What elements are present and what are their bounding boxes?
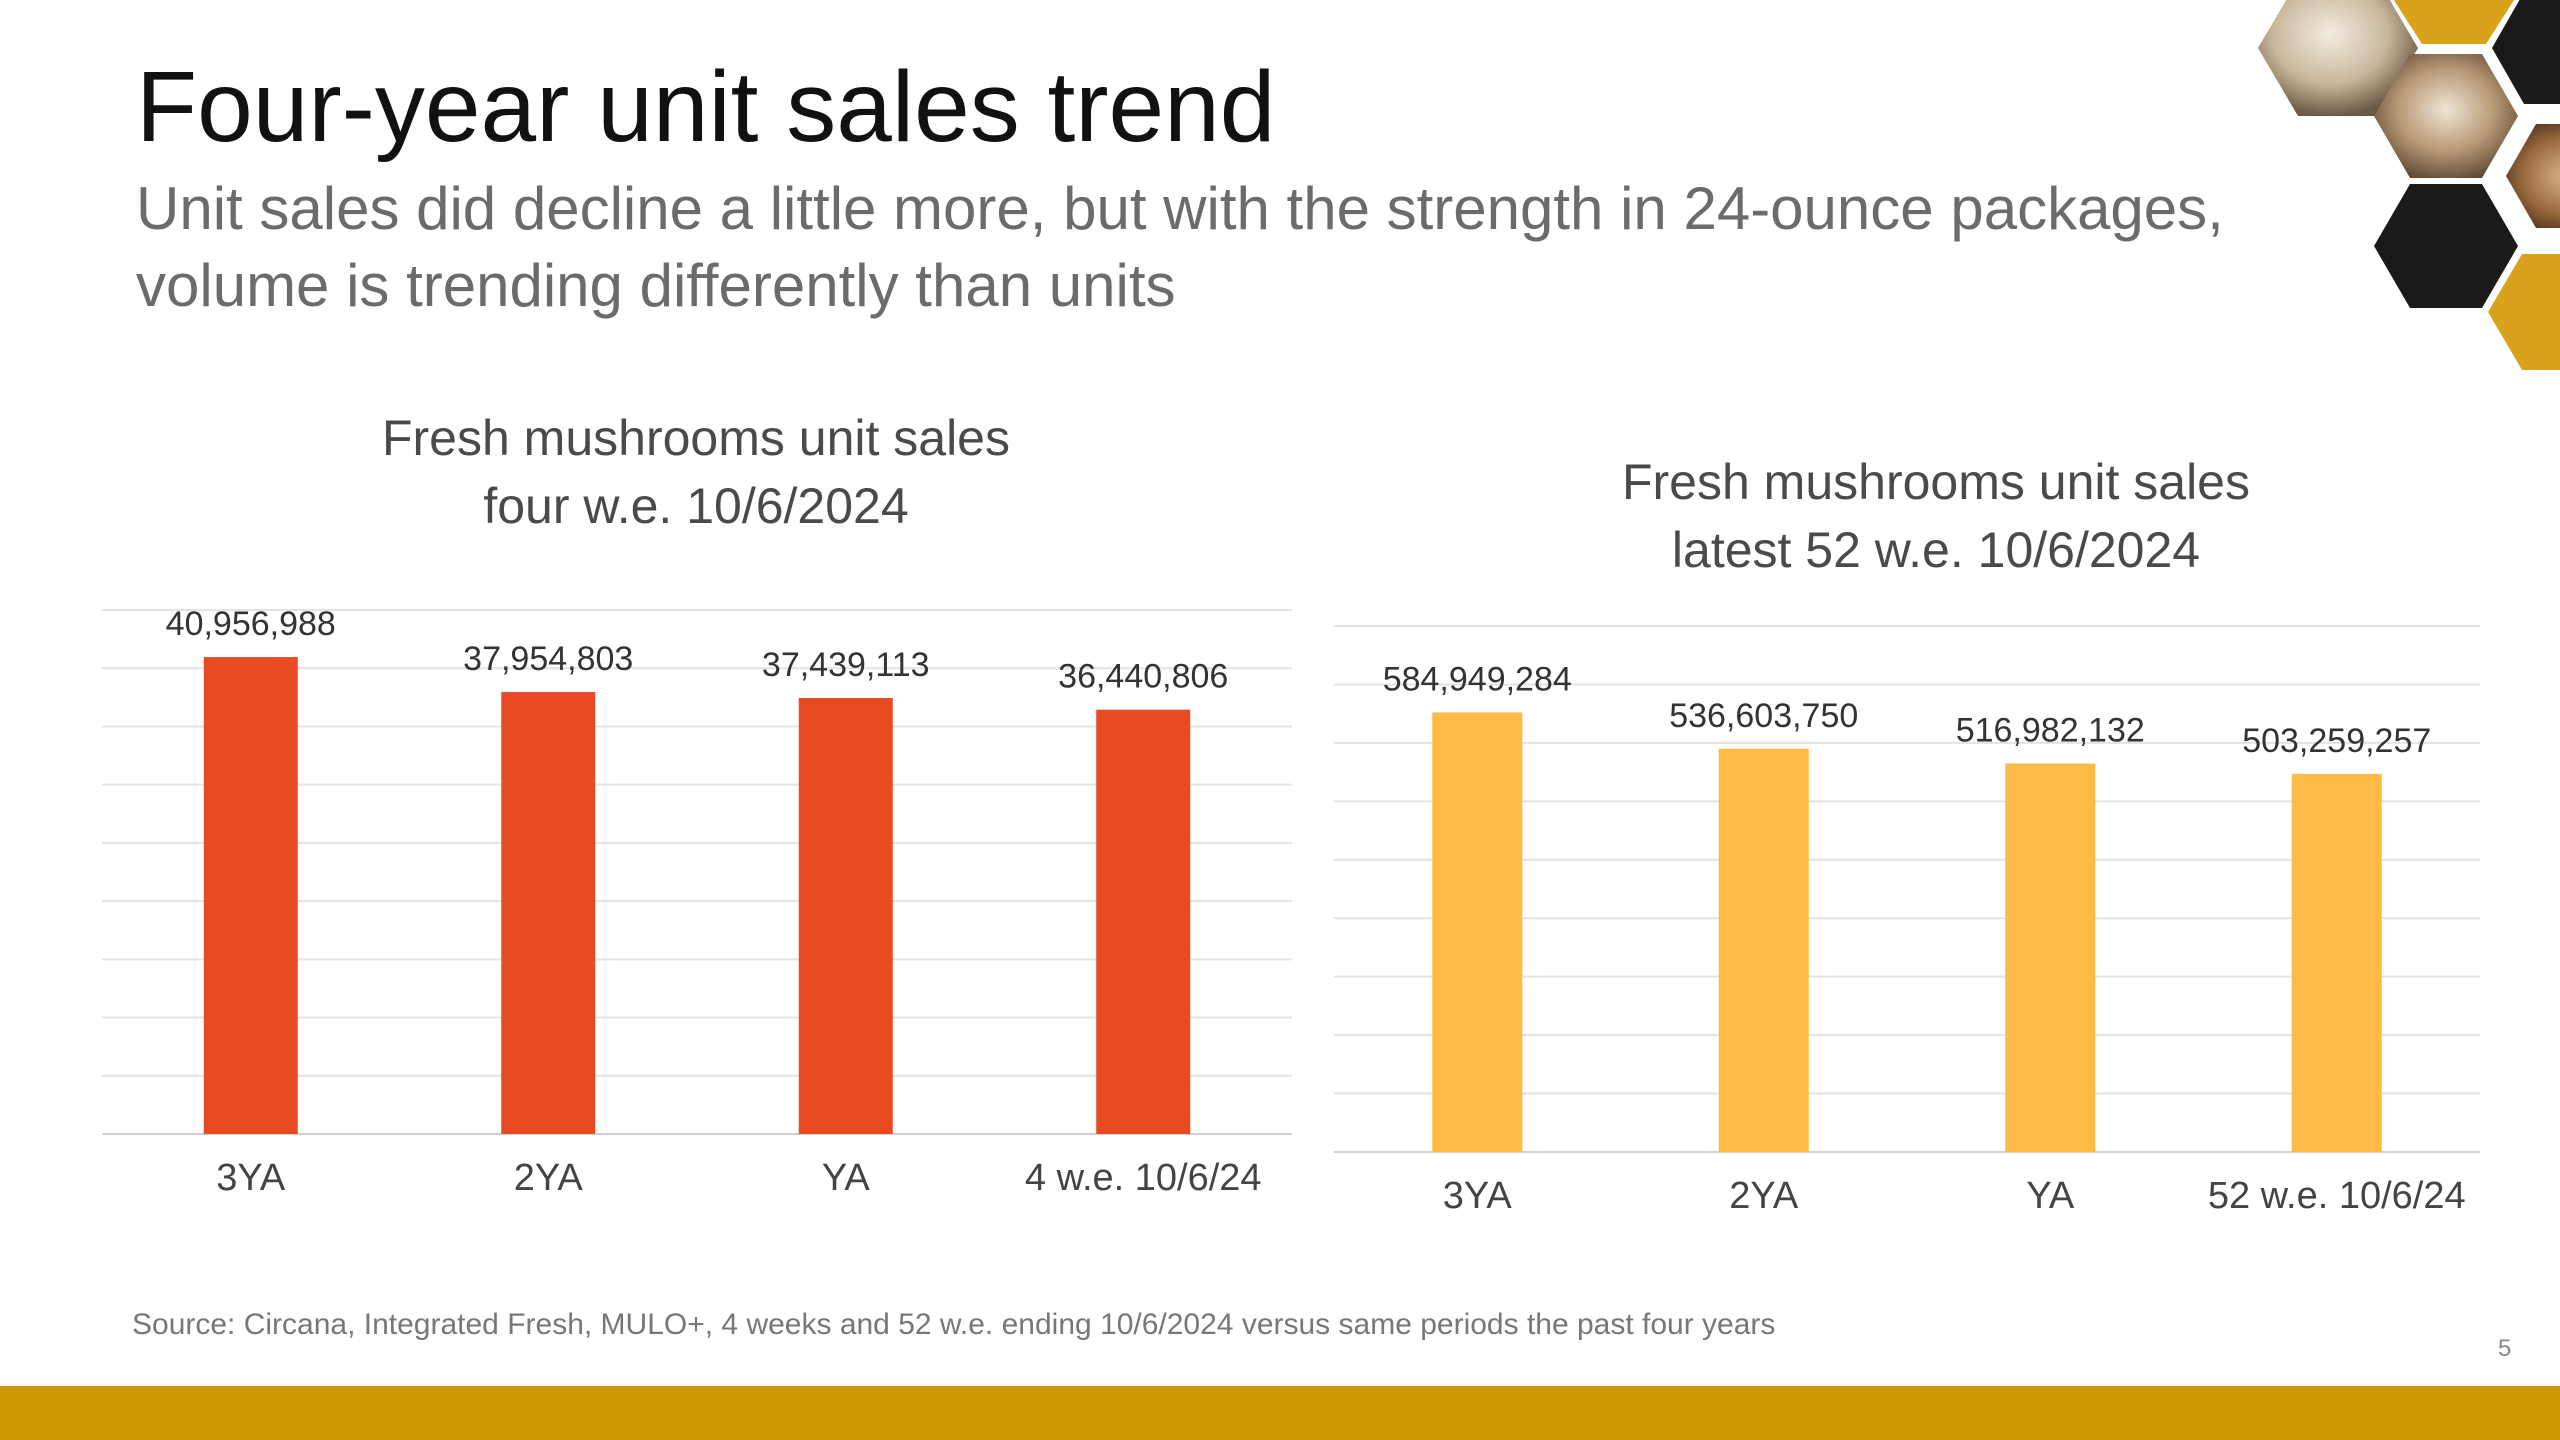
footer-accent-bar xyxy=(0,1386,2560,1440)
chart-2-title-line-2: latest 52 w.e. 10/6/2024 xyxy=(1671,522,2201,578)
chart-2-bar xyxy=(2005,763,2096,1152)
hexagon-photo-2 xyxy=(2374,54,2518,178)
chart-1-data-label: 40,956,988 xyxy=(166,605,336,643)
chart-2-category-label: 52 w.e. 10/6/24 xyxy=(2208,1175,2466,1217)
chart-1-category-label: 3YA xyxy=(216,1157,286,1199)
chart-1-bar xyxy=(798,698,893,1134)
chart-2-data-label: 503,259,257 xyxy=(2242,722,2431,760)
chart-1-data-label: 37,954,803 xyxy=(463,640,633,678)
bar-charts: 40,956,988 3YA 37,954,803 2YA 37,439,113 YA 36… xyxy=(102,605,2480,1217)
chart-1-data-label: 37,439,113 xyxy=(762,646,930,684)
chart-1-category-label: 2YA xyxy=(514,1157,584,1199)
hexagon-black-2 xyxy=(2374,184,2518,308)
chart-1-category-label: 4 w.e. 10/6/24 xyxy=(1025,1157,1262,1199)
chart-2-data-label: 536,603,750 xyxy=(1669,697,1858,735)
hexagon-gold-1 xyxy=(2393,0,2515,44)
chart-2-category-label: 2YA xyxy=(1729,1175,1799,1217)
chart-2-title-line-1: Fresh mushrooms unit sales xyxy=(1621,454,2250,510)
chart-1-bar xyxy=(203,657,298,1134)
chart-2-title: Fresh mushrooms unit sales latest 52 w.e… xyxy=(1334,448,2538,584)
chart-1-bar xyxy=(1096,709,1191,1134)
hexagon-gold-2 xyxy=(2488,254,2560,370)
chart-2-bar xyxy=(1432,712,1523,1152)
slide-title: Four-year unit sales trend xyxy=(136,51,1276,163)
chart-2-category-label: YA xyxy=(2026,1175,2075,1217)
chart-1-title: Fresh mushrooms unit sales four w.e. 10/… xyxy=(100,404,1292,540)
chart-2-data-label: 516,982,132 xyxy=(1956,712,2145,750)
hexagon-photo-3 xyxy=(2506,124,2560,228)
slide-subtitle: Unit sales did decline a little more, bu… xyxy=(136,175,2224,319)
chart-1-title-line-2: four w.e. 10/6/2024 xyxy=(483,478,909,534)
hexagon-photo-1 xyxy=(2258,0,2418,116)
chart-2-data-label: 584,949,284 xyxy=(1383,660,1572,698)
chart-2-bar xyxy=(2291,773,2382,1152)
chart-1-category-label: YA xyxy=(822,1157,871,1199)
chart-2-category-label: 3YA xyxy=(1443,1175,1513,1217)
chart-2-bar xyxy=(1718,748,1809,1152)
chart-1-data-label: 36,440,806 xyxy=(1058,658,1228,696)
page-number: 5 xyxy=(2498,1335,2512,1362)
hexagon-black-1 xyxy=(2492,0,2560,104)
source-note: Source: Circana, Integrated Fresh, MULO+… xyxy=(132,1308,1776,1341)
mushroom-hexagon-collage xyxy=(2258,0,2560,370)
chart-1-bar xyxy=(501,692,596,1134)
chart-1-title-line-1: Fresh mushrooms unit sales xyxy=(381,410,1010,466)
